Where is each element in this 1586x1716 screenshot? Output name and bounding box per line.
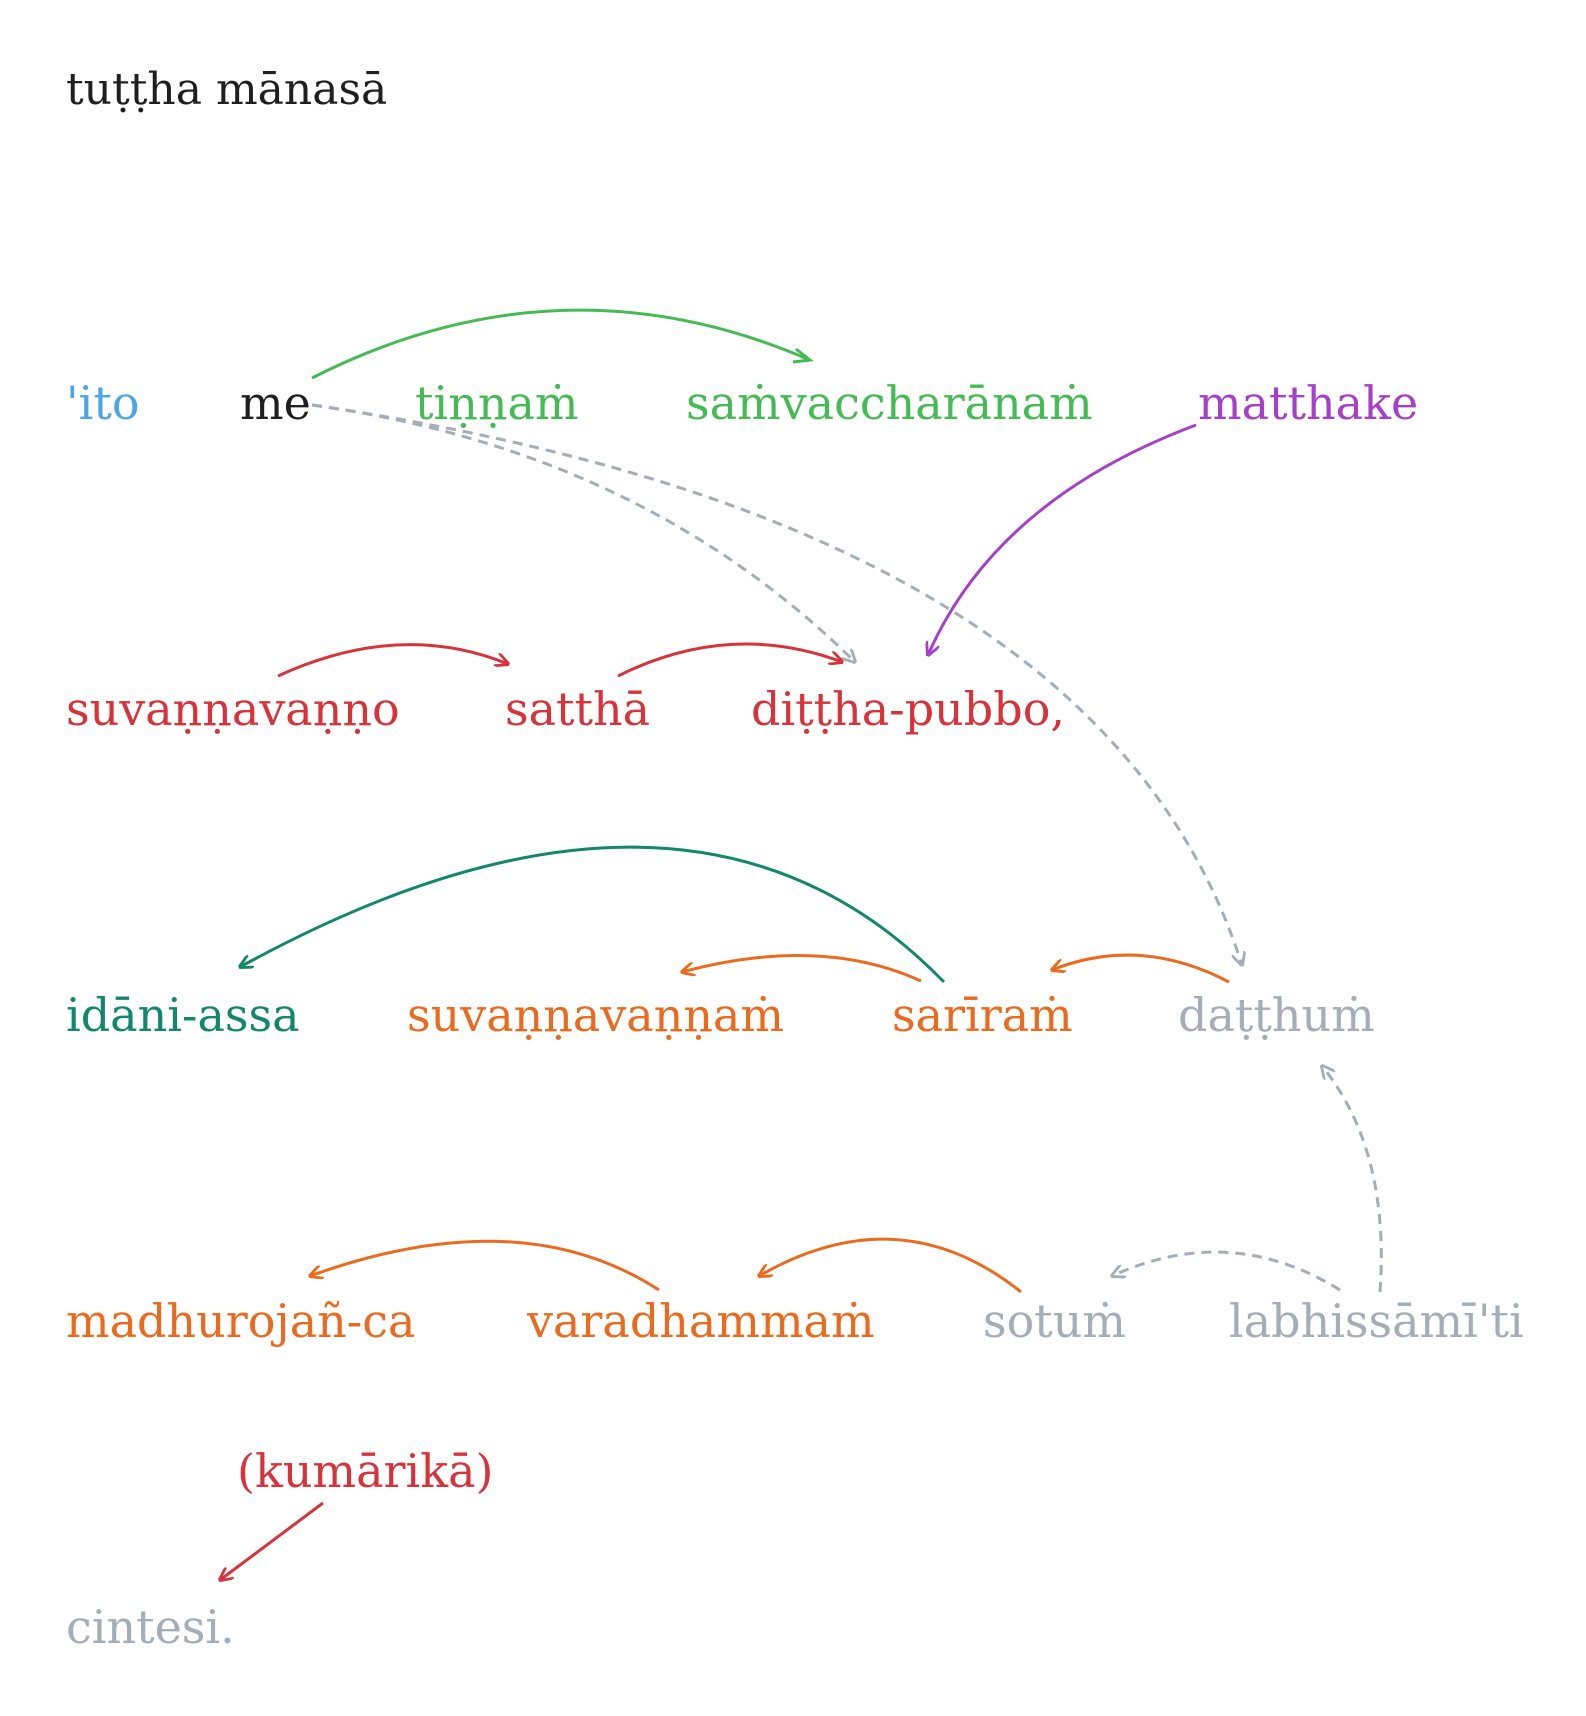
arc-varadhammam-to-madhurojan-ca — [310, 1239, 660, 1292]
arc-labhissamiti-to-sotum — [1112, 1250, 1341, 1292]
word-sariram: sarīraṁ — [892, 988, 1073, 1042]
word-suvannavannam: suvaṇṇavaṇṇaṁ — [407, 988, 785, 1042]
arc-matthake-to-dittha-pubbo — [928, 423, 1197, 655]
word-idani-assa: idāni-assa — [66, 988, 300, 1042]
word-me: me — [240, 376, 311, 430]
word-cintesi: cintesi. — [66, 1600, 235, 1654]
arrowhead-samvaccharanam — [792, 347, 814, 364]
word-dittha-pubbo: diṭṭha-pubbo, — [751, 682, 1066, 736]
arc-me-to-samvaccharanam — [311, 308, 811, 380]
word-kumarika: (kumārikā) — [237, 1444, 494, 1498]
arc-sariram-to-suvannavannam — [682, 954, 922, 983]
word-ito: 'ito — [66, 376, 140, 430]
arc-kumarika-to-cintesi — [220, 1501, 324, 1580]
arc-labhissamiti-to-datthum — [1322, 1066, 1383, 1293]
word-samvaccharanam: saṁvaccharānaṁ — [686, 376, 1093, 430]
word-tinnam: tiṇṇaṁ — [415, 376, 579, 430]
word-datthum: daṭṭhuṁ — [1178, 988, 1375, 1042]
diagram-title: tuṭṭha mānasā — [66, 64, 388, 115]
word-suvannavanno: suvaṇṇavaṇṇo — [66, 682, 400, 736]
word-matthake: matthake — [1198, 376, 1419, 430]
arc-sotum-to-varadhammam — [759, 1237, 1022, 1294]
arc-sariram-to-idani-assa — [240, 845, 946, 984]
arc-suvannavanno-to-sattha — [277, 643, 508, 678]
arc-me-to-dittha-pubbo — [311, 403, 855, 662]
word-sotum: sotuṁ — [983, 1294, 1127, 1348]
arc-datthum-to-sariram — [1052, 953, 1230, 984]
word-labhissamiti: labhissāmī'ti — [1229, 1294, 1524, 1348]
word-sattha: satthā — [505, 682, 651, 736]
word-madhurojan-ca: madhurojañ-ca — [66, 1294, 416, 1348]
arc-sattha-to-dittha-pubbo — [617, 642, 842, 678]
word-varadhammam: varadhammaṁ — [527, 1294, 875, 1348]
